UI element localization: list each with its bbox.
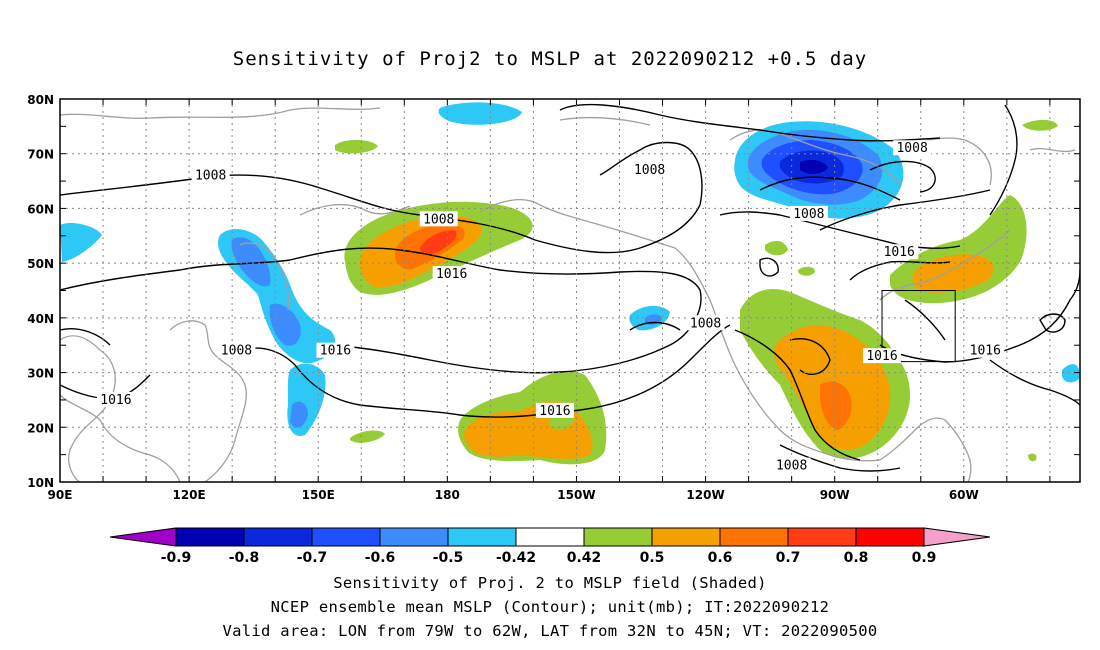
colorbar-label: -0.8 [229, 550, 260, 566]
colorbar-segment [651, 527, 721, 547]
colorbar-segment [855, 527, 925, 547]
colorbar-label: 0.7 [776, 550, 801, 566]
contour-label-bg [191, 167, 230, 183]
sensitivity-shading [60, 102, 1080, 465]
colorbar-label: -0.7 [297, 550, 328, 566]
map-title: Sensitivity of Proj2 to MSLP at 20220902… [232, 48, 868, 70]
axis-ticks: 90E 120E 150E 180 150W 120W 90W 60W 80N 70N 60N 50N… [27, 93, 1080, 502]
contour-label: 1008 [793, 207, 824, 222]
contour-label-bg [432, 266, 471, 282]
colorbar-segment [447, 527, 517, 547]
lat-tick-label: 40N [27, 312, 54, 326]
lon-tick-label: 180 [435, 488, 460, 502]
colorbar-segment [311, 527, 381, 547]
contour-label: 1016 [539, 404, 570, 419]
lat-tick-label: 80N [27, 93, 54, 107]
contour-label-bg [893, 140, 932, 156]
contour-label: 1016 [866, 349, 897, 364]
colorbar-label: 0.6 [708, 550, 733, 566]
valid-area-box [881, 290, 956, 363]
caption-line-1: Sensitivity of Proj. 2 to MSLP field (Sh… [333, 574, 767, 592]
contour-label-bg [789, 205, 828, 221]
contour-label: 1008 [221, 344, 252, 359]
contour-label: 1008 [195, 169, 226, 184]
colorbar-segment [787, 527, 857, 547]
contour-label: 1008 [776, 459, 807, 474]
lon-tick-label: 120W [686, 488, 724, 502]
colorbar-segment [379, 527, 449, 547]
lat-tick-label: 50N [27, 257, 54, 271]
contour-label-bg [772, 457, 811, 473]
lat-tick-label: 30N [27, 367, 54, 381]
contour-label: 1016 [970, 344, 1001, 359]
contour-label-bg [96, 391, 135, 407]
contour-label-bg [686, 315, 725, 331]
contour-label-bg [419, 211, 458, 227]
lon-tick-label: 60W [949, 488, 979, 502]
colorbar-label: 0.5 [640, 550, 665, 566]
colorbar-label: 0.8 [844, 550, 869, 566]
colorbar-label: 0.9 [912, 550, 937, 566]
caption-line-2: NCEP ensemble mean MSLP (Contour); unit(… [270, 598, 830, 616]
lat-tick-label: 70N [27, 148, 54, 162]
lon-tick-label: 150E [302, 488, 335, 502]
contour-label-bg [863, 348, 902, 364]
contour-labels: 1008 1008 1016 1008 1016 1016 1008 1008 1008 1016… [96, 140, 1005, 474]
colorbar: -0.9 -0.8 -0.7 -0.6 -0.5 -0.42 0.42 0.5 0.6 0.7 0.… [109, 527, 991, 566]
colorbar-segment [175, 527, 245, 547]
colorbar-label: -0.5 [433, 550, 464, 566]
caption-line-3: Valid area: LON from 79W to 62W, LAT fro… [222, 622, 878, 640]
colorbar-label: -0.9 [161, 550, 192, 566]
contour-label: 1016 [436, 267, 467, 282]
colorbar-segment [515, 527, 585, 547]
contour-label: 1008 [896, 141, 927, 156]
colorbar-label: 0.42 [567, 550, 602, 566]
lon-tick-label: 150W [557, 488, 595, 502]
lat-tick-label: 20N [27, 421, 54, 435]
colorbar-segment [719, 527, 789, 547]
contour-label: 1008 [423, 212, 454, 227]
lon-tick-label: 90W [820, 488, 850, 502]
colorbar-max-arrow [923, 527, 991, 547]
contour-label: 1016 [884, 245, 915, 260]
colorbar-segment [583, 527, 653, 547]
colorbar-segment [243, 527, 313, 547]
lon-tick-label: 90E [48, 488, 73, 502]
contour-label: 1008 [690, 316, 721, 331]
colorbar-label: -0.42 [496, 550, 536, 566]
contour-label-bg [966, 342, 1005, 358]
contour-label: 1016 [320, 344, 351, 359]
contour-label-bg [316, 342, 355, 358]
colorbar-label: -0.6 [365, 550, 396, 566]
contour-label: 1016 [100, 393, 131, 408]
colorbar-min-arrow [109, 527, 177, 547]
contour-label-bg [630, 162, 669, 178]
lat-tick-label: 10N [27, 476, 54, 490]
grid-lines [60, 99, 1080, 482]
lat-tick-label: 60N [27, 202, 54, 216]
contour-label: 1008 [634, 163, 665, 178]
lon-tick-label: 120E [172, 488, 205, 502]
contour-label-bg [535, 402, 574, 418]
contour-label-bg [217, 342, 256, 358]
contour-label-bg [880, 244, 919, 260]
